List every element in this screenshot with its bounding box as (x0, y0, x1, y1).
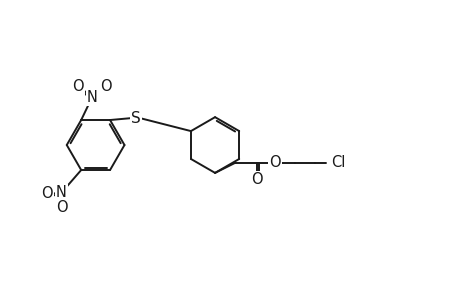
Text: S: S (131, 110, 140, 125)
Text: Cl: Cl (330, 155, 345, 170)
Text: O: O (251, 172, 262, 188)
Text: O: O (100, 79, 112, 94)
Text: O: O (41, 186, 53, 201)
Text: N: N (86, 90, 97, 105)
Text: N: N (56, 185, 67, 200)
Text: O: O (269, 155, 280, 170)
Text: O: O (72, 79, 84, 94)
Text: O: O (56, 200, 68, 215)
